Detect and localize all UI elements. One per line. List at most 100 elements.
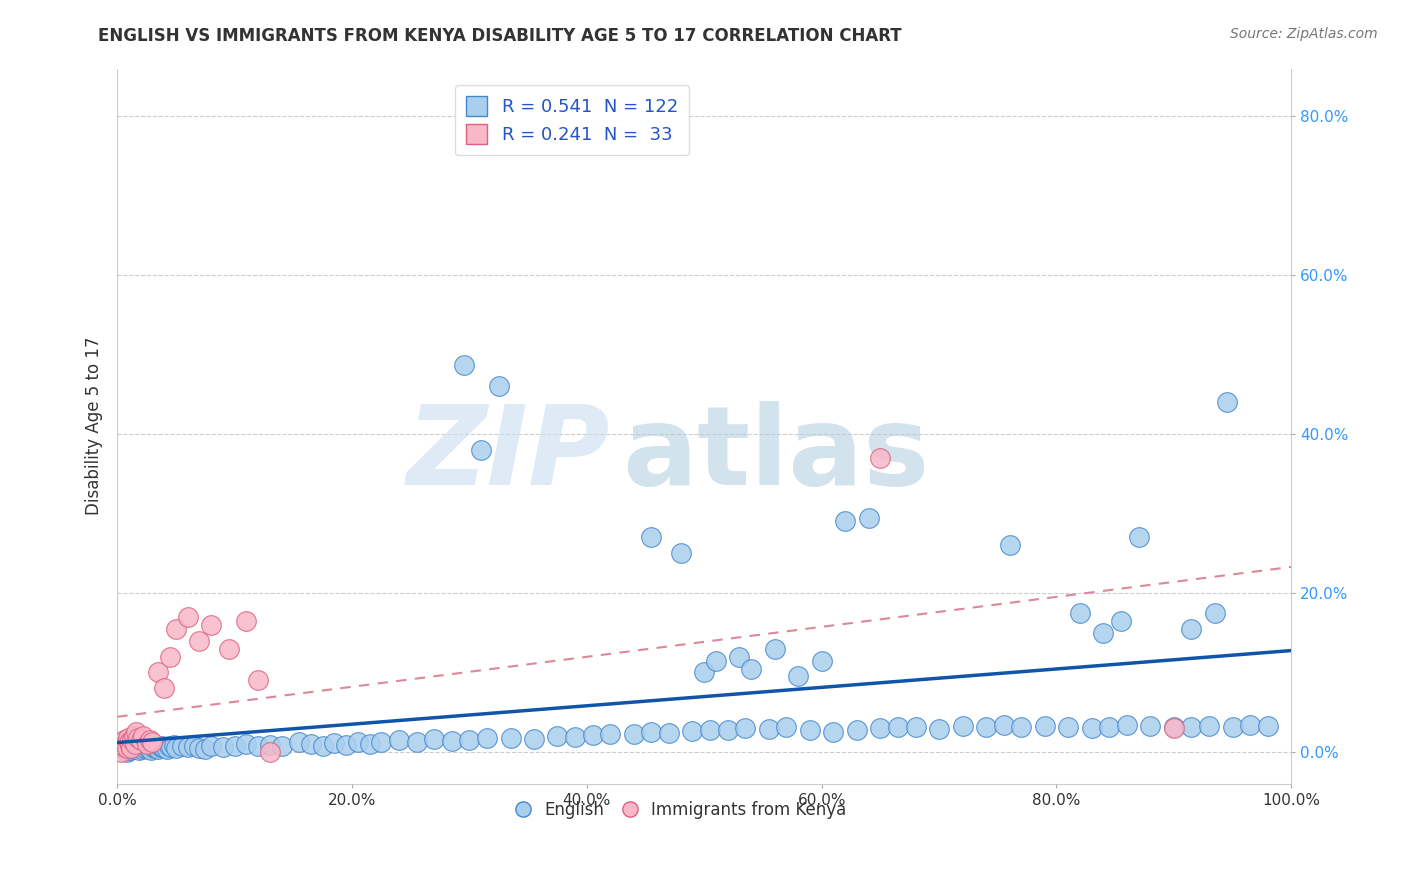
Point: [470, 442, 492, 457]
Point: [157, 739, 180, 753]
Point: [122, 741, 145, 756]
Point: [1163, 721, 1185, 735]
Point: [370, 735, 392, 749]
Point: [141, 742, 163, 756]
Point: [775, 720, 797, 734]
Point: [347, 734, 370, 748]
Point: [259, 738, 281, 752]
Point: [165, 622, 187, 636]
Point: [1204, 606, 1226, 620]
Point: [111, 735, 134, 749]
Point: [288, 735, 311, 749]
Point: [640, 530, 662, 544]
Point: [138, 741, 160, 756]
Point: [129, 739, 152, 754]
Point: [270, 739, 292, 753]
Point: [453, 358, 475, 372]
Point: [599, 727, 621, 741]
Point: [132, 738, 155, 752]
Point: [118, 735, 141, 749]
Point: [763, 641, 786, 656]
Point: [124, 739, 146, 754]
Point: [120, 742, 142, 756]
Point: [388, 733, 411, 747]
Point: [150, 739, 173, 754]
Point: [582, 728, 605, 742]
Point: [188, 741, 211, 756]
Point: [311, 739, 333, 753]
Point: [1116, 718, 1139, 732]
Point: [1239, 718, 1261, 732]
Point: [162, 738, 184, 752]
Point: [823, 725, 845, 739]
Point: [117, 731, 139, 745]
Point: [740, 661, 762, 675]
Point: [120, 740, 142, 755]
Point: [112, 741, 135, 756]
Point: [149, 740, 172, 755]
Point: [869, 721, 891, 735]
Point: [127, 739, 149, 753]
Point: [118, 741, 141, 756]
Point: [787, 669, 810, 683]
Point: [335, 738, 357, 752]
Point: [1139, 719, 1161, 733]
Point: [194, 741, 217, 756]
Point: [200, 617, 222, 632]
Point: [114, 737, 136, 751]
Point: [704, 654, 727, 668]
Point: [669, 546, 692, 560]
Point: [110, 745, 132, 759]
Point: [127, 731, 149, 745]
Point: [758, 722, 780, 736]
Point: [117, 743, 139, 757]
Point: [1222, 719, 1244, 733]
Point: [153, 681, 176, 696]
Point: [115, 741, 138, 756]
Point: [810, 654, 832, 668]
Point: [405, 734, 427, 748]
Point: [1180, 622, 1202, 636]
Point: [1163, 719, 1185, 733]
Point: [869, 450, 891, 465]
Point: [114, 741, 136, 756]
Point: [1010, 719, 1032, 733]
Point: [155, 741, 177, 756]
Point: [1080, 721, 1102, 735]
Point: [952, 719, 974, 733]
Point: [640, 725, 662, 739]
Point: [623, 726, 645, 740]
Point: [139, 733, 162, 747]
Point: [728, 649, 751, 664]
Point: [142, 741, 165, 756]
Point: [887, 719, 910, 733]
Text: ZIP: ZIP: [406, 401, 610, 508]
Point: [993, 718, 1015, 732]
Text: Source: ZipAtlas.com: Source: ZipAtlas.com: [1230, 27, 1378, 41]
Point: [499, 731, 522, 745]
Point: [125, 740, 148, 755]
Point: [1057, 720, 1080, 734]
Point: [1098, 719, 1121, 733]
Point: [160, 740, 183, 755]
Point: [693, 665, 716, 680]
Point: [134, 740, 156, 755]
Point: [146, 739, 169, 753]
Point: [132, 729, 155, 743]
Point: [148, 665, 170, 680]
Point: [121, 733, 143, 747]
Point: [143, 740, 166, 755]
Point: [139, 739, 162, 754]
Point: [200, 739, 222, 754]
Point: [475, 731, 498, 746]
Point: [1180, 720, 1202, 734]
Point: [170, 739, 193, 754]
Point: [124, 737, 146, 751]
Point: [423, 732, 446, 747]
Point: [440, 734, 463, 748]
Point: [834, 515, 856, 529]
Point: [112, 733, 135, 747]
Point: [1257, 719, 1279, 733]
Point: [928, 722, 950, 736]
Point: [1198, 719, 1220, 733]
